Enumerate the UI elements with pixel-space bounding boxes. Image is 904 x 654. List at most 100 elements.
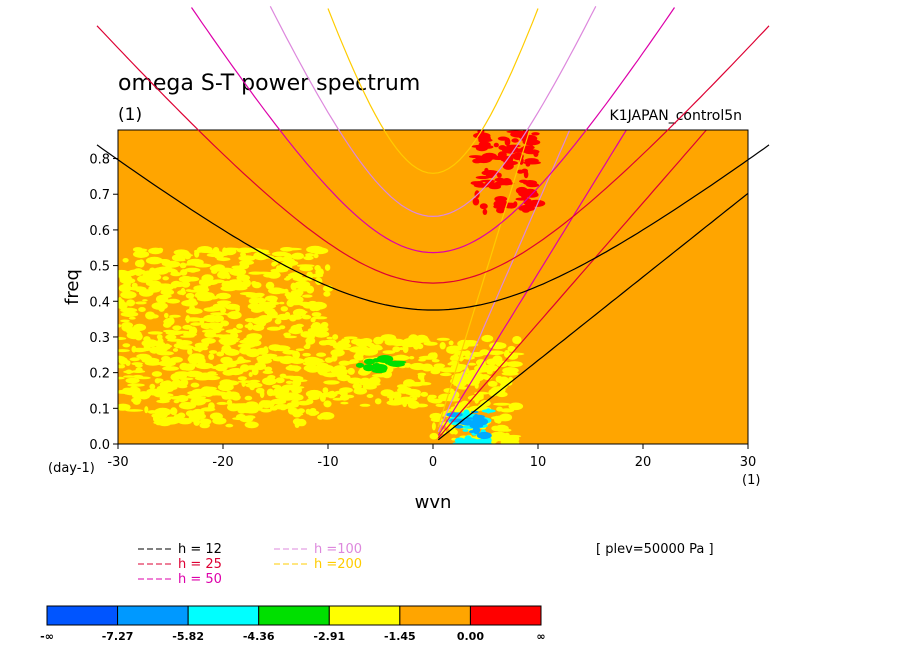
- spectrum-patch: [172, 284, 177, 289]
- spectrum-patch: [313, 253, 319, 259]
- spectrum-patch: [372, 363, 381, 367]
- spectrum-patch: [527, 199, 546, 207]
- spectrum-patch: [485, 172, 495, 179]
- spectrum-patch: [138, 289, 154, 297]
- spectrum-patch: [271, 261, 277, 267]
- spectrum-patch: [490, 155, 507, 160]
- spectrum-patch: [408, 356, 415, 360]
- spectrum-patch: [170, 407, 178, 416]
- spectrum-patch: [187, 348, 193, 355]
- colorbar-label: -7.27: [102, 630, 134, 643]
- spectrum-patch: [502, 162, 514, 170]
- spectrum-patch: [449, 356, 465, 361]
- spectrum-patch: [311, 312, 322, 317]
- spectrum-patch: [279, 301, 285, 305]
- spectrum-patch: [292, 286, 297, 291]
- spectrum-patch: [290, 324, 303, 333]
- spectrum-patch: [488, 184, 502, 190]
- spectrum-patch: [181, 281, 191, 288]
- spectrum-patch: [319, 412, 335, 420]
- spectrum-patch: [266, 326, 282, 331]
- spectrum-patch: [307, 327, 320, 333]
- spectrum-patch: [249, 382, 256, 391]
- spectrum-patch: [239, 260, 255, 266]
- spectrum-patch: [408, 381, 424, 387]
- spectrum-patch: [309, 408, 317, 413]
- colorbar-swatch: [258, 605, 330, 626]
- spectrum-patch: [206, 322, 223, 330]
- spectrum-patch: [429, 398, 443, 404]
- spectrum-patch: [180, 378, 189, 387]
- spectrum-patch: [286, 299, 295, 308]
- spectrum-patch: [487, 380, 498, 387]
- plot-area: [117, 129, 749, 445]
- colorbar-swatch: [469, 605, 542, 626]
- y-axis: 0.0 0.1 0.2 0.3 0.4 0.5 0.6 0.7 0.8: [89, 153, 118, 453]
- spectrum-patch: [202, 373, 219, 377]
- spectrum-patch: [439, 342, 446, 350]
- spectrum-patch: [309, 303, 318, 312]
- spectrum-patch: [220, 307, 227, 314]
- spectrum-patch: [497, 136, 509, 141]
- spectrum-patch: [407, 400, 420, 409]
- spectrum-patch: [216, 292, 231, 300]
- spectrum-patch: [210, 279, 225, 284]
- spectrum-patch: [149, 383, 156, 390]
- spectrum-patch: [471, 424, 484, 428]
- spectrum-patch: [491, 416, 507, 420]
- spectrum-patch: [459, 386, 468, 390]
- y-tick-label: 0.4: [89, 295, 110, 310]
- spectrum-patch: [285, 365, 302, 371]
- spectrum-patch: [505, 434, 522, 438]
- spectrum-patch: [195, 285, 208, 292]
- spectrum-patch: [374, 398, 382, 405]
- spectrum-patch: [271, 251, 289, 257]
- spectrum-patch: [263, 273, 276, 278]
- spectrum-patch: [155, 294, 169, 304]
- spectrum-patch: [391, 355, 410, 361]
- spectrum-patch: [293, 386, 305, 389]
- spectrum-region: [446, 410, 492, 440]
- spectrum-patch: [194, 376, 211, 381]
- y-tick-label: 0.8: [89, 153, 110, 168]
- spectrum-patch: [467, 362, 477, 366]
- spectrum-patch: [431, 422, 436, 431]
- spectrum-patch: [241, 379, 246, 387]
- spectrum-patch: [153, 415, 158, 423]
- spectrum-patch: [234, 268, 246, 274]
- spectrum-patch: [376, 355, 394, 363]
- spectrum-patch: [285, 275, 292, 280]
- spectrum-region: [118, 245, 335, 429]
- spectrum-patch: [435, 403, 446, 407]
- spectrum-patch: [294, 280, 311, 289]
- spectrum-patch: [397, 386, 413, 394]
- spectrum-patch: [201, 337, 216, 344]
- spectrum-patch: [169, 314, 181, 318]
- spectrum-patch: [525, 162, 531, 167]
- spectrum-patch: [436, 337, 450, 341]
- spectrum-patch: [138, 275, 148, 283]
- spectrum-patch: [200, 386, 213, 395]
- spectrum-patch: [409, 362, 426, 371]
- spectrum-patch: [224, 313, 240, 316]
- spectrum-patch: [260, 408, 272, 413]
- spectrum-patch: [219, 379, 234, 387]
- spectrum-patch: [174, 371, 190, 376]
- spectrum-patch: [524, 158, 539, 164]
- spectrum-patch: [247, 322, 254, 331]
- spectrum-patch: [489, 342, 507, 350]
- spectrum-patch: [125, 360, 131, 366]
- spectrum-patch: [298, 310, 308, 314]
- spectrum-patch: [493, 433, 511, 442]
- spectrum-patch: [237, 376, 247, 381]
- spectrum-patch: [203, 307, 219, 312]
- spectrum-patch: [248, 372, 253, 377]
- spectrum-patch: [303, 255, 314, 261]
- spectrum-patch: [272, 358, 290, 362]
- spectrum-patch: [293, 379, 308, 382]
- spectrum-patch: [316, 352, 327, 357]
- spectrum-patch: [265, 281, 275, 290]
- spectrum-patch: [156, 385, 167, 391]
- spectrum-patch: [120, 311, 139, 318]
- spectrum-patch: [136, 376, 151, 380]
